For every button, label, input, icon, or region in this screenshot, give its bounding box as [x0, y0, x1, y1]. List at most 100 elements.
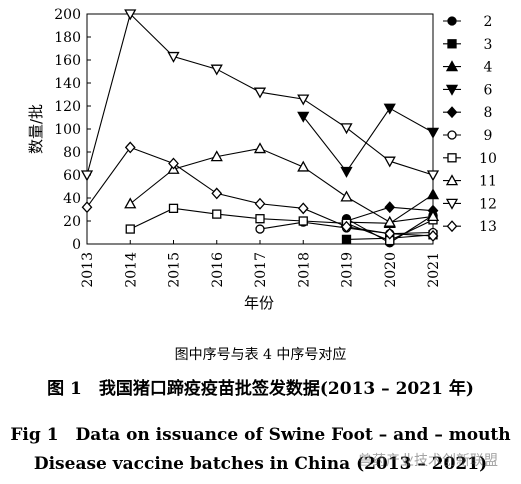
legend-marker [447, 39, 457, 49]
series-6-point [426, 127, 440, 139]
figure-caption-en-line2: Disease vaccine batches in China (2013 –… [33, 454, 488, 474]
figure-caption-en-line1: Fig 1 Data on issuance of Swine Foot – a… [10, 425, 511, 445]
series-12-point [426, 170, 440, 182]
x-tick-label: 2014 [123, 252, 139, 288]
series-11 [124, 142, 440, 227]
legend-label: 13 [479, 219, 497, 235]
series-10-point [212, 209, 222, 219]
y-tick-label: 0 [72, 237, 81, 253]
series-13-point [211, 187, 223, 200]
figure-note: 图中序号与表 4 中序号对应 [174, 347, 347, 363]
series-13-point [124, 141, 136, 154]
legend-marker [446, 220, 458, 233]
legend-marker [446, 106, 458, 119]
series-11-point [340, 190, 353, 202]
legend-label: 8 [484, 105, 493, 121]
series-13-point [297, 202, 309, 215]
legend-item-2: 2 [443, 14, 492, 30]
legend-item-10: 10 [443, 151, 497, 167]
x-axis-label: 年份 [244, 294, 274, 312]
legend-label: 3 [484, 37, 493, 53]
x-tick-label: 2015 [167, 252, 183, 288]
legend-item-8: 8 [443, 105, 492, 121]
series-13-point [427, 229, 439, 242]
y-tick-label: 120 [54, 99, 81, 115]
series-13-point [81, 201, 93, 214]
y-tick-label: 140 [54, 76, 81, 92]
watermark-text: 兽药产业技术创新联盟 [358, 453, 498, 469]
series-4-point [426, 188, 440, 200]
series-11-point [210, 150, 223, 162]
series-11-point [124, 197, 137, 209]
series-12-point [297, 94, 310, 106]
series-12 [80, 9, 440, 182]
series-8-point [384, 201, 396, 214]
series-11-point [253, 142, 267, 154]
y-tick-label: 80 [63, 145, 81, 161]
x-tick-label: 2020 [383, 252, 399, 288]
series-12-point [80, 170, 94, 182]
series-13-point [254, 197, 266, 210]
chart-series [80, 9, 440, 248]
figure-caption-cn: 图 1 我国猪口蹄疫疫苗批签发数据(2013 – 2021 年) [47, 379, 474, 399]
legend-marker [445, 198, 459, 210]
series-10-point [125, 224, 135, 234]
legend-item-12: 12 [443, 196, 497, 212]
legend-label: 11 [479, 174, 497, 190]
legend-label: 6 [484, 82, 493, 98]
legend-label: 4 [484, 60, 493, 76]
series-12-point [340, 123, 353, 135]
y-tick-label: 180 [54, 30, 81, 46]
series-10-line [130, 207, 434, 242]
x-tick-label: 2019 [340, 252, 356, 288]
legend-item-13: 13 [443, 219, 497, 235]
series-10-point [255, 214, 265, 224]
legend-label: 10 [479, 151, 497, 167]
x-tick-label: 2016 [210, 252, 226, 288]
legend-marker [447, 16, 457, 26]
series-12-point [383, 156, 396, 168]
y-tick-label: 20 [63, 214, 81, 230]
legend-marker [445, 84, 459, 96]
series-11-point [426, 210, 440, 222]
series-11-point [383, 215, 396, 227]
legend-item-4: 4 [443, 60, 493, 76]
y-tick-label: 160 [54, 53, 81, 69]
series-12-point [253, 87, 267, 99]
legend-label: 2 [484, 14, 493, 30]
series-12-point [124, 9, 137, 21]
legend-label: 12 [479, 196, 497, 212]
series-12-point [210, 64, 223, 76]
y-tick-label: 100 [54, 122, 81, 138]
legend-item-6: 6 [443, 82, 493, 98]
legend-item-11: 11 [443, 174, 497, 190]
y-tick-label: 60 [63, 168, 81, 184]
series-3-point [341, 234, 352, 245]
x-tick-label: 2021 [426, 252, 442, 288]
series-10-point [168, 203, 179, 214]
x-tick-label: 2018 [296, 252, 312, 288]
series-6 [297, 103, 440, 178]
legend-label: 9 [484, 128, 493, 144]
line-chart: 0 20 40 60 80 100 120 140 160 180 200 2013 2014 2015 2… [27, 7, 497, 312]
legend-item-3: 3 [443, 37, 492, 53]
legend-marker [447, 153, 457, 163]
series-9-point [255, 224, 265, 234]
x-tick-label: 2017 [253, 252, 269, 288]
series-6-point [340, 166, 353, 178]
x-tick-label: 2013 [80, 252, 96, 288]
legend-marker [445, 174, 459, 186]
legend-marker [445, 60, 459, 72]
y-tick-label: 40 [63, 191, 81, 207]
legend-marker [447, 130, 457, 140]
series-13-point [168, 157, 179, 170]
series-6-point [383, 103, 396, 115]
series-13 [81, 141, 439, 242]
chart-legend: 2 3 4 6 8 9 10 11 12 13 [443, 14, 497, 235]
series-13-point [384, 227, 396, 240]
series-10-point [298, 216, 308, 226]
y-axis-label: 数量/批 [27, 104, 45, 154]
series-6-point [297, 111, 310, 123]
series-6-line [302, 107, 434, 173]
chart-ticks: 0 20 40 60 80 100 120 140 160 180 200 2013 2014 2015 2… [54, 7, 442, 288]
